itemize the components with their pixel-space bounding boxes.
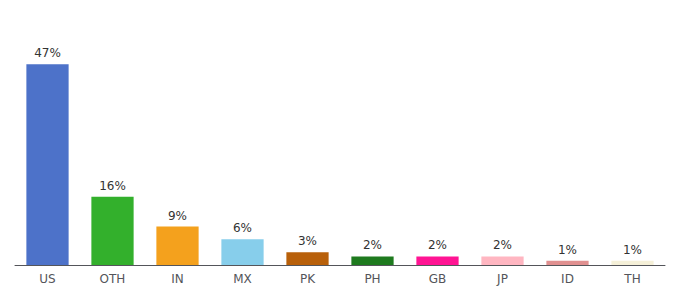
svg-text:2%: 2% bbox=[493, 238, 512, 252]
svg-text:PH: PH bbox=[364, 272, 380, 286]
svg-text:6%: 6% bbox=[233, 221, 252, 235]
svg-text:47%: 47% bbox=[34, 46, 61, 60]
svg-text:2%: 2% bbox=[363, 238, 382, 252]
svg-text:1%: 1% bbox=[623, 243, 642, 257]
svg-text:1%: 1% bbox=[558, 243, 577, 257]
svg-text:MX: MX bbox=[233, 272, 252, 286]
svg-text:9%: 9% bbox=[168, 209, 187, 223]
svg-text:3%: 3% bbox=[298, 234, 317, 248]
svg-text:PK: PK bbox=[300, 272, 316, 286]
svg-text:US: US bbox=[39, 272, 55, 286]
svg-text:TH: TH bbox=[623, 272, 640, 286]
svg-text:16%: 16% bbox=[99, 179, 126, 193]
svg-text:2%: 2% bbox=[428, 238, 447, 252]
svg-text:GB: GB bbox=[429, 272, 447, 286]
svg-text:ID: ID bbox=[561, 272, 574, 286]
svg-text:OTH: OTH bbox=[100, 272, 126, 286]
svg-text:IN: IN bbox=[171, 272, 184, 286]
svg-text:JP: JP bbox=[496, 272, 508, 286]
